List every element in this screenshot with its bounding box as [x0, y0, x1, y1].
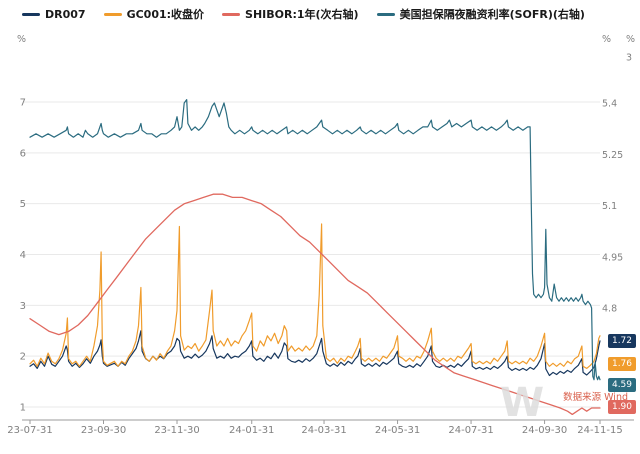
end-value-sofr: 4.59	[608, 378, 636, 392]
legend-label: DR007	[45, 7, 86, 21]
series-line-shibor	[29, 193, 601, 416]
x-axis-tick-label: 24-03-31	[301, 425, 346, 436]
x-axis-tick-label: 23-11-30	[154, 425, 199, 436]
legend-item-dr007[interactable]: DR007	[22, 8, 86, 21]
right-axis-tick-label: 4.8	[602, 304, 617, 315]
legend-label: 美国担保隔夜融资利率(SOFR)(右轴)	[399, 8, 585, 21]
wind-watermark: W	[500, 380, 545, 426]
left-axis-tick-label: 3	[20, 301, 26, 312]
end-value-dr007: 1.72	[608, 334, 636, 348]
right-axis-tick-label: 5.1	[602, 201, 617, 212]
right-axis-tick-label: 5.25	[602, 150, 623, 161]
left-axis-tick-label: 2	[20, 352, 26, 363]
data-source-label: 数据来源 Wind	[563, 392, 628, 403]
legend-label: SHIBOR:1年(次右轴)	[245, 8, 359, 21]
x-axis-tick-label: 23-07-31	[7, 425, 52, 436]
legend-item-gc001[interactable]: GC001:收盘价	[103, 6, 205, 22]
legend-item-shibor[interactable]: SHIBOR:1年(次右轴)	[222, 6, 359, 22]
right-axis-tick-label: 5.4	[602, 99, 617, 110]
end-value-gc001: 1.76	[608, 357, 636, 371]
left-axis-tick-label: 5	[20, 199, 26, 210]
series-line-dr007	[29, 330, 601, 377]
x-axis-tick-label: 24-09-30	[522, 425, 567, 436]
legend: DR007 GC001:收盘价 SHIBOR:1年(次右轴) 美国担保隔夜融资利率(S…	[22, 6, 622, 22]
legend-item-sofr[interactable]: 美国担保隔夜融资利率(SOFR)(右轴)	[376, 6, 585, 22]
legend-swatch-dr007	[22, 12, 40, 16]
x-axis-tick-label: 23-09-30	[81, 425, 126, 436]
secondary-right-axis-unit-label: %	[626, 34, 635, 45]
end-value-shibor: 1.90	[608, 400, 636, 414]
right-axis-tick-label: 4.95	[602, 252, 623, 263]
legend-swatch-sofr	[376, 12, 395, 16]
legend-swatch-gc001	[103, 12, 122, 16]
x-axis-tick-label: 24-05-31	[375, 425, 420, 436]
legend-label: GC001:收盘价	[126, 8, 205, 21]
left-axis-tick-label: 4	[20, 250, 26, 261]
series-line-sofr	[29, 98, 601, 381]
left-axis-tick-label: 1	[20, 403, 26, 414]
legend-swatch-shibor	[222, 12, 241, 16]
x-axis-tick-label: 24-01-31	[229, 425, 274, 436]
x-axis-tick-label: 24-07-31	[448, 425, 493, 436]
x-axis-tick-label: 24-11-15	[577, 425, 622, 436]
secondary-right-axis-tick-label: 3	[626, 53, 632, 64]
left-axis-unit-label: %	[17, 34, 26, 45]
left-axis-tick-label: 7	[20, 98, 26, 109]
series-line-gc001	[29, 223, 601, 369]
left-axis-tick-label: 6	[20, 148, 26, 159]
right-axis-unit-label: %	[602, 34, 611, 45]
